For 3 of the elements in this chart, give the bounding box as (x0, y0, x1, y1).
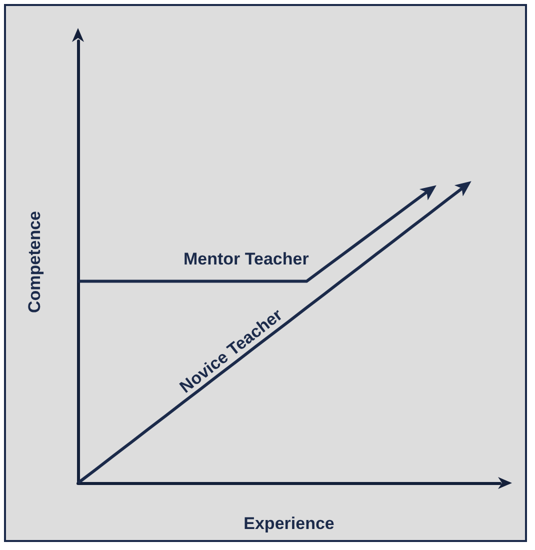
series-label: Mentor Teacher (184, 249, 310, 268)
x-axis-title: Experience (244, 514, 334, 533)
y-axis-title: Competence (25, 210, 44, 314)
